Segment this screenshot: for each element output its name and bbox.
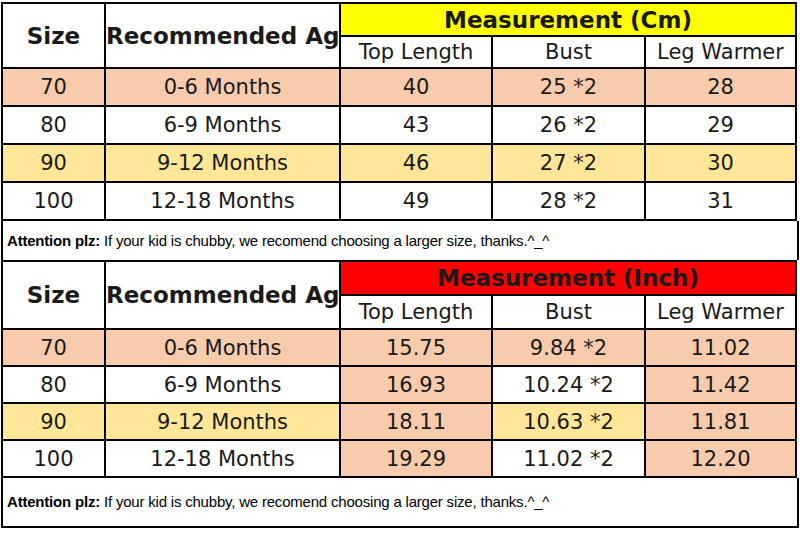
size-cell: 80 bbox=[2, 366, 105, 403]
bust-cell: 28 *2 bbox=[492, 182, 645, 220]
age-cell: 0-6 Months bbox=[105, 329, 340, 366]
top-length-cell: 46 bbox=[340, 144, 492, 182]
bust-header: Bust bbox=[492, 36, 645, 68]
attention-text: If your kid is chubby, we recomend choos… bbox=[100, 232, 549, 249]
measurement-inch-header: Measurement (Inch) bbox=[340, 261, 796, 295]
bust-cell: 25 *2 bbox=[492, 68, 645, 106]
size-cell: 70 bbox=[2, 329, 105, 366]
leg-warmer-cell: 29 bbox=[645, 106, 796, 144]
top-length-header: Top Length bbox=[340, 295, 492, 329]
age-cell: 0-6 Months bbox=[105, 68, 340, 106]
table-row: 90 9-12 Months 46 27 *2 30 bbox=[2, 144, 796, 182]
table-row: 100 12-18 Months 19.29 11.02 *2 12.20 bbox=[2, 440, 796, 477]
age-column-header: Recommended Age bbox=[105, 261, 340, 329]
top-length-cell: 15.75 bbox=[340, 329, 492, 366]
bust-cell: 11.02 *2 bbox=[492, 440, 645, 477]
leg-warmer-cell: 30 bbox=[645, 144, 796, 182]
attention-label: Attention plz: bbox=[7, 493, 100, 510]
attention-note-cm: Attention plz: If your kid is chubby, we… bbox=[1, 221, 799, 260]
leg-warmer-cell: 11.02 bbox=[645, 329, 796, 366]
leg-warmer-cell: 11.42 bbox=[645, 366, 796, 403]
size-table-cm: Size Recommended Age Measurement (Cm) To… bbox=[1, 2, 797, 221]
top-length-cell: 18.11 bbox=[340, 403, 492, 440]
bust-cell: 10.63 *2 bbox=[492, 403, 645, 440]
measurement-cm-header: Measurement (Cm) bbox=[340, 3, 796, 36]
table-row: 70 0-6 Months 15.75 9.84 *2 11.02 bbox=[2, 329, 796, 366]
attention-label: Attention plz: bbox=[7, 232, 100, 249]
top-length-header: Top Length bbox=[340, 36, 492, 68]
leg-warmer-cell: 31 bbox=[645, 182, 796, 220]
bust-cell: 10.24 *2 bbox=[492, 366, 645, 403]
age-cell: 6-9 Months bbox=[105, 106, 340, 144]
attention-text: If your kid is chubby, we recomend choos… bbox=[100, 493, 549, 510]
top-length-cell: 43 bbox=[340, 106, 492, 144]
top-length-cell: 49 bbox=[340, 182, 492, 220]
leg-warmer-header: Leg Warmer bbox=[645, 36, 796, 68]
leg-warmer-cell: 12.20 bbox=[645, 440, 796, 477]
bust-cell: 9.84 *2 bbox=[492, 329, 645, 366]
size-column-header: Size bbox=[2, 261, 105, 329]
size-cell: 100 bbox=[2, 440, 105, 477]
leg-warmer-header: Leg Warmer bbox=[645, 295, 796, 329]
age-cell: 9-12 Months bbox=[105, 403, 340, 440]
size-column-header: Size bbox=[2, 3, 105, 68]
top-length-cell: 19.29 bbox=[340, 440, 492, 477]
size-cell: 90 bbox=[2, 403, 105, 440]
table-row: 80 6-9 Months 16.93 10.24 *2 11.42 bbox=[2, 366, 796, 403]
leg-warmer-cell: 11.81 bbox=[645, 403, 796, 440]
age-cell: 6-9 Months bbox=[105, 366, 340, 403]
age-cell: 9-12 Months bbox=[105, 144, 340, 182]
bust-cell: 26 *2 bbox=[492, 106, 645, 144]
top-length-cell: 40 bbox=[340, 68, 492, 106]
bust-header: Bust bbox=[492, 295, 645, 329]
leg-warmer-cell: 28 bbox=[645, 68, 796, 106]
size-cell: 80 bbox=[2, 106, 105, 144]
age-cell: 12-18 Months bbox=[105, 182, 340, 220]
top-length-cell: 16.93 bbox=[340, 366, 492, 403]
size-cell: 70 bbox=[2, 68, 105, 106]
table-row: 90 9-12 Months 18.11 10.63 *2 11.81 bbox=[2, 403, 796, 440]
bust-cell: 27 *2 bbox=[492, 144, 645, 182]
attention-note-inch: Attention plz: If your kid is chubby, we… bbox=[1, 478, 799, 528]
size-cell: 90 bbox=[2, 144, 105, 182]
table-row: 70 0-6 Months 40 25 *2 28 bbox=[2, 68, 796, 106]
size-chart-page: Size Recommended Age Measurement (Cm) To… bbox=[0, 0, 800, 536]
table-row: 100 12-18 Months 49 28 *2 31 bbox=[2, 182, 796, 220]
size-cell: 100 bbox=[2, 182, 105, 220]
size-table-inch: Size Recommended Age Measurement (Inch) … bbox=[1, 260, 797, 478]
age-cell: 12-18 Months bbox=[105, 440, 340, 477]
table-row: 80 6-9 Months 43 26 *2 29 bbox=[2, 106, 796, 144]
age-column-header: Recommended Age bbox=[105, 3, 340, 68]
